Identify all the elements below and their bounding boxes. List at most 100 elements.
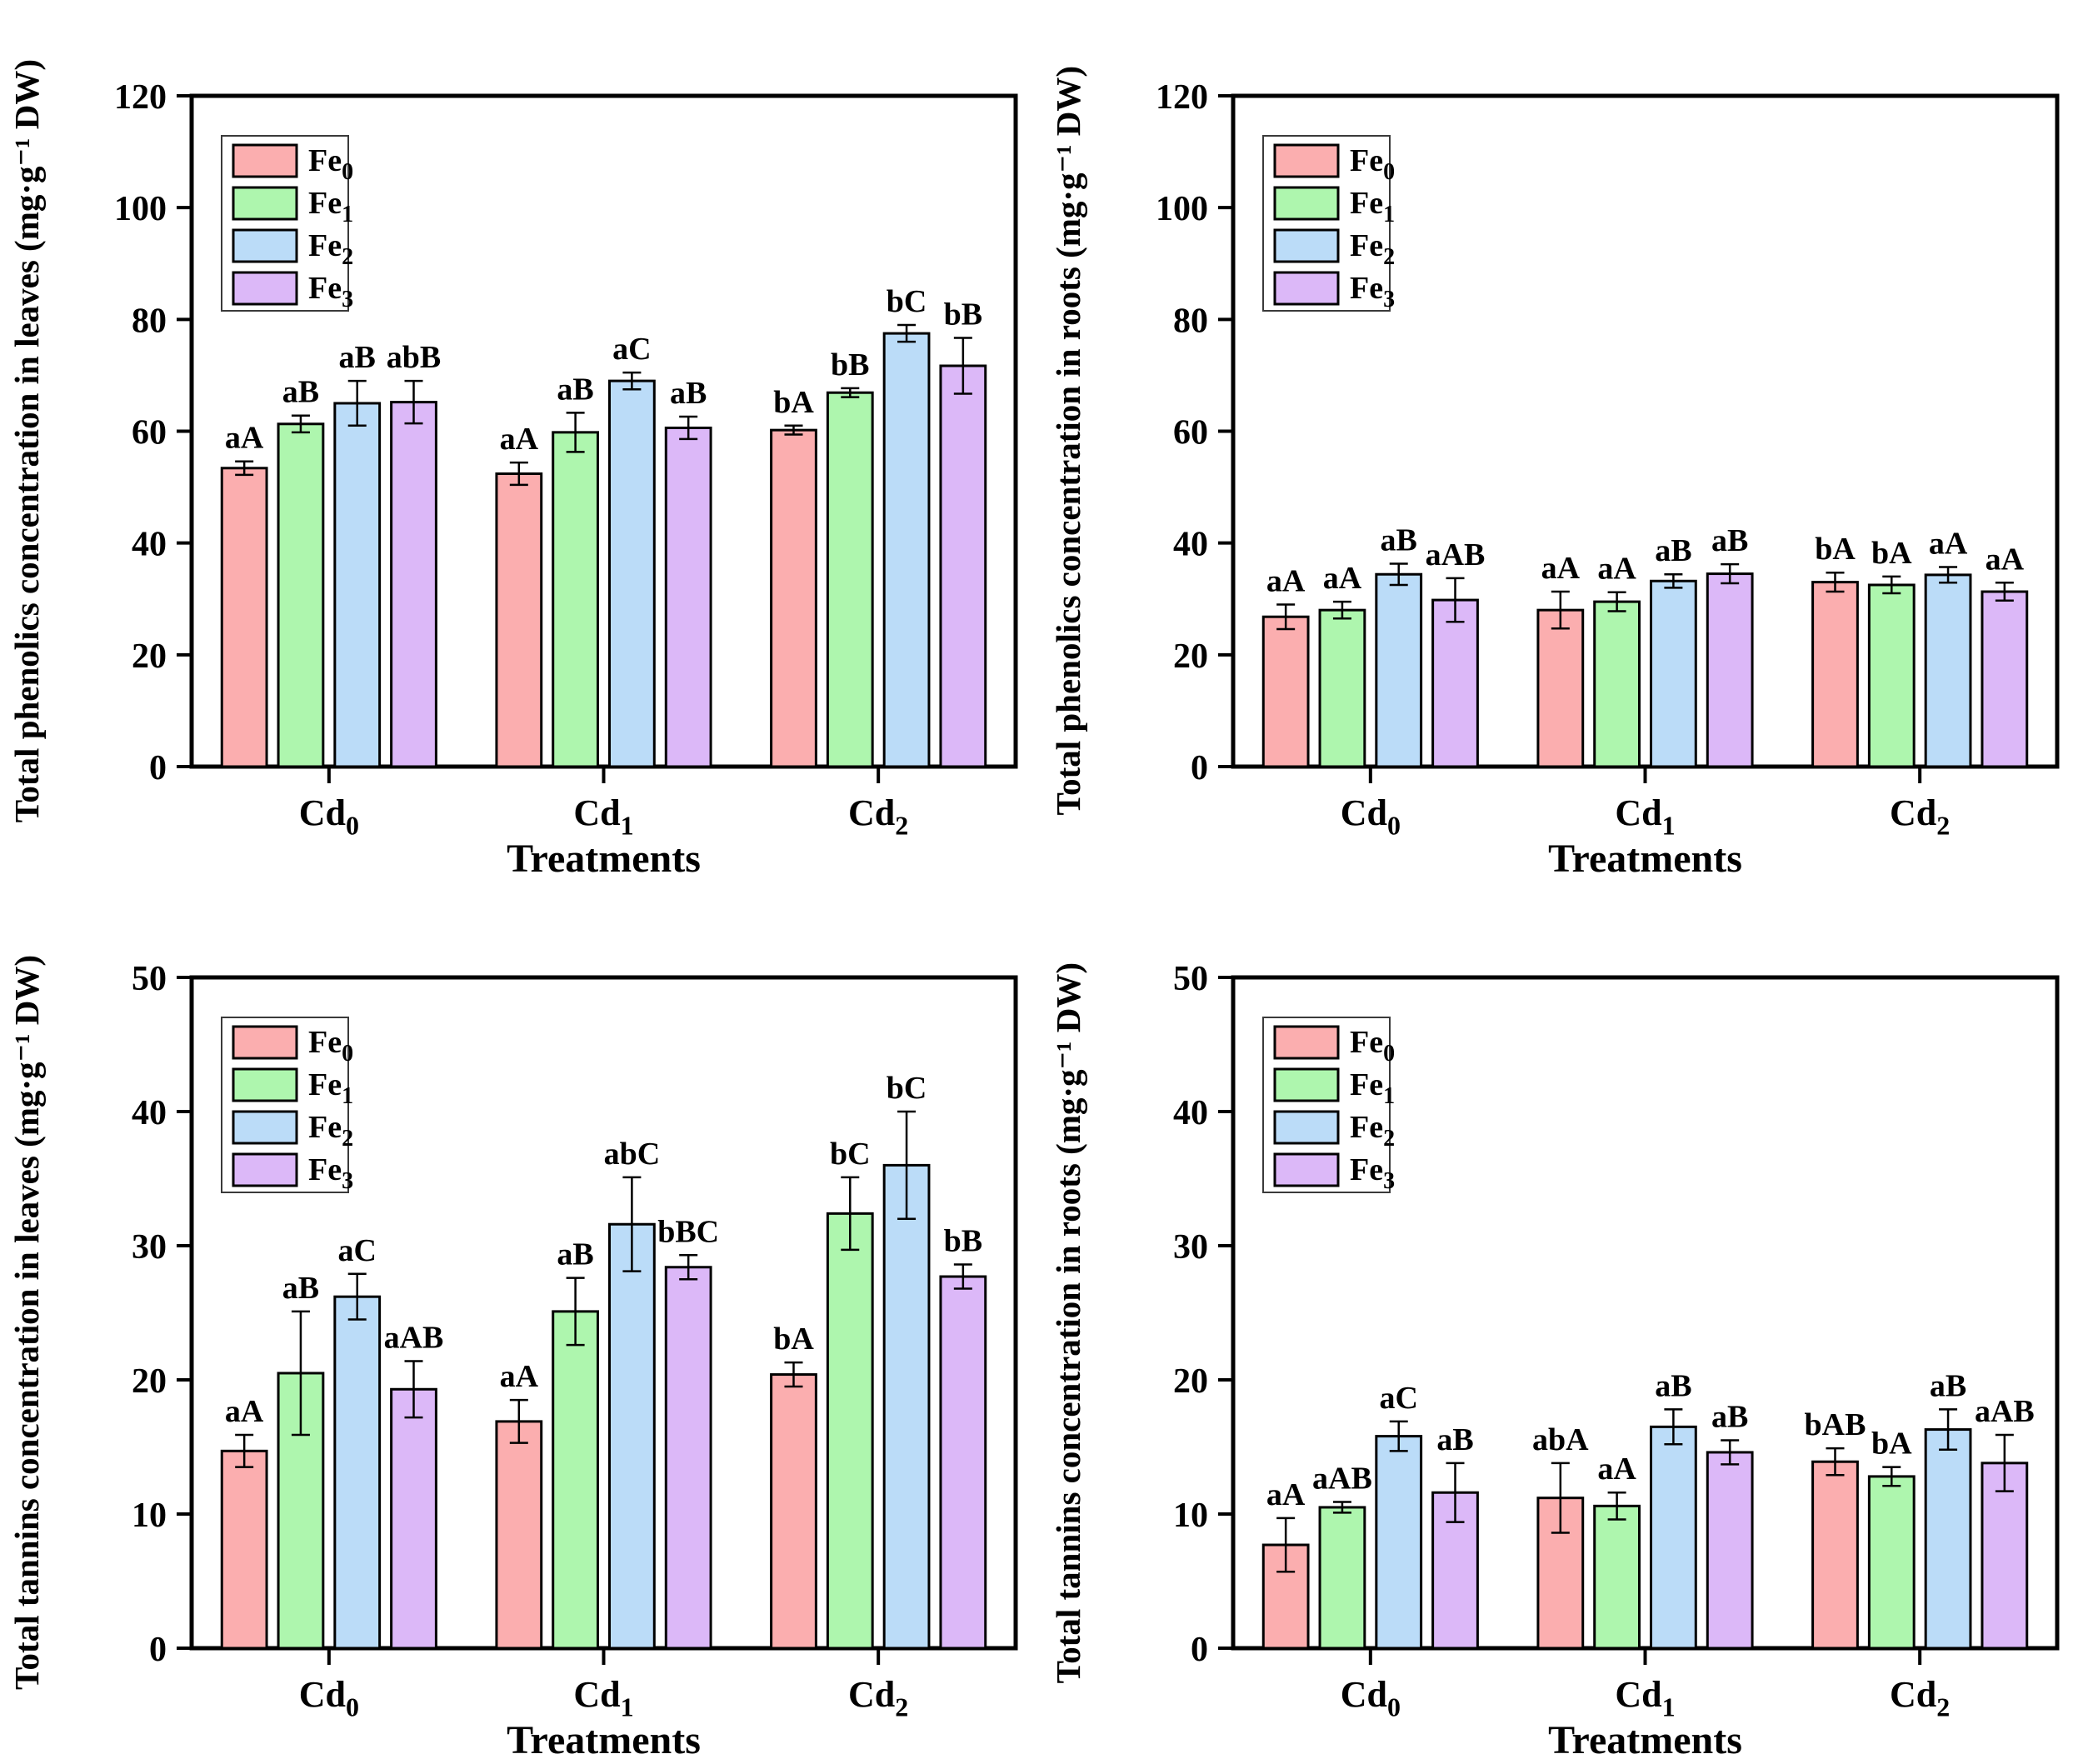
bar-Fe2-Cd1 (1650, 579, 1697, 768)
bar-Fe1-Cd2 (826, 1212, 874, 1650)
x-category-label: Cd1 (1615, 1674, 1675, 1722)
bar-Fe2-Cd0 (333, 1295, 382, 1650)
bar-Fe1-Cd1 (1593, 600, 1641, 768)
y-tick-label: 80 (1173, 302, 1208, 340)
bar-Fe1-Cd1 (1593, 1504, 1641, 1650)
chart-phenolics-leaves: 0 20 40 60 80 100 120 Cd0 Cd1 Cd2 aA aA bA aB aB bB aB aC… (114, 78, 1018, 881)
legend-label-Fe2: Fe2 (1350, 1110, 1395, 1152)
legend-swatch-Fe3 (1273, 271, 1340, 306)
significance-label: aA (1986, 542, 2025, 577)
y-axis-title-text: Total tannins concentration in leaves (m… (7, 955, 46, 1691)
bar-Fe2-Cd0 (1375, 572, 1423, 768)
bar-Fe1-Cd1 (552, 431, 600, 768)
y-tick-label: 100 (1156, 190, 1208, 228)
plot-area-phenolics-leaves: 0 20 40 60 80 100 120 Cd0 Cd1 Cd2 aA aA bA aB aB bB aB aC… (53, 0, 1042, 882)
y-tick-label: 0 (1191, 749, 1208, 787)
bar-Fe3-Cd2 (939, 364, 987, 768)
significance-label: aC (1379, 1381, 1417, 1416)
significance-label: abC (604, 1137, 661, 1172)
bar-Fe0-Cd1 (1536, 608, 1585, 768)
significance-label: aA (225, 421, 264, 456)
y-axis-title-tannins-roots: Total tannins concentration in roots (mg… (1042, 882, 1095, 1764)
plot-area-tannins-roots: 0 10 20 30 40 50 Cd0 Cd1 Cd2 aA abA bAB aAB aA bA aC aB a… (1095, 882, 2083, 1764)
significance-label: aA (500, 1359, 539, 1394)
x-category-label: Cd1 (573, 1674, 633, 1722)
significance-label: aB (1436, 1422, 1473, 1457)
bar-Fe1-Cd2 (1867, 1475, 1916, 1650)
significance-label: aA (1541, 551, 1581, 586)
significance-label: aAB (384, 1320, 444, 1355)
significance-label: bB (944, 297, 982, 332)
legend-swatch-Fe0 (1273, 143, 1340, 178)
x-category-label: Cd2 (848, 792, 908, 840)
significance-label: aAB (1975, 1394, 2035, 1429)
y-tick-label: 20 (132, 637, 167, 676)
y-tick-label: 80 (132, 302, 167, 340)
x-category-label: Cd0 (299, 792, 359, 840)
bar-Fe3-Cd2 (939, 1275, 987, 1650)
significance-label: aB (1930, 1368, 1966, 1403)
significance-label: aB (339, 340, 376, 375)
legend-swatch-Fe2 (232, 228, 298, 263)
bar-Fe2-Cd2 (882, 332, 931, 768)
significance-label: aA (1266, 563, 1306, 598)
legend-label-Fe3: Fe3 (308, 1152, 353, 1194)
legend-swatch-Fe3 (232, 271, 298, 306)
legend-label-Fe3: Fe3 (308, 271, 353, 312)
y-tick-label: 0 (149, 749, 167, 787)
x-axis-title: Treatments (507, 837, 701, 881)
significance-label: abB (387, 340, 441, 375)
panel-phenolics-roots: Total phenolics concentration in roots (… (1042, 0, 2083, 882)
x-axis-title: Treatments (1548, 837, 1742, 881)
significance-label: aB (1711, 1399, 1748, 1434)
legend-swatch-Fe0 (1273, 1025, 1340, 1060)
bar-Fe3-Cd2 (1981, 1462, 2029, 1650)
significance-label: bC (830, 1137, 871, 1172)
legend-label-Fe1: Fe1 (1350, 186, 1395, 227)
y-tick-label: 40 (132, 526, 167, 564)
y-axis-title-tannins-leaves: Total tannins concentration in leaves (m… (0, 882, 53, 1764)
y-tick-label: 20 (1173, 1362, 1208, 1401)
legend-swatch-Fe2 (1273, 1110, 1340, 1145)
bar-Fe1-Cd0 (1318, 1506, 1366, 1650)
significance-label: aAB (1312, 1462, 1372, 1497)
significance-label: aA (1929, 527, 1968, 562)
bar-Fe0-Cd2 (770, 428, 817, 768)
bar-Fe3-Cd1 (664, 426, 712, 768)
bar-Fe0-Cd0 (220, 1449, 268, 1650)
x-category-label: Cd2 (1890, 792, 1950, 840)
legend-swatch-Fe1 (1273, 1067, 1340, 1102)
bar-Fe0-Cd1 (495, 1420, 543, 1650)
y-tick-label: 120 (114, 78, 167, 117)
legend-label-Fe0: Fe0 (308, 1025, 353, 1067)
y-tick-label: 100 (114, 190, 167, 228)
x-category-label: Cd1 (573, 792, 633, 840)
y-axis-title-text: Total phenolics concentration in roots (… (1049, 66, 1087, 816)
y-axis-title-phenolics-roots: Total phenolics concentration in roots (… (1042, 0, 1095, 882)
y-axis-title-text: Total phenolics concentration in leaves … (7, 58, 46, 823)
significance-label: aA (1597, 552, 1636, 587)
y-tick-label: 50 (132, 960, 167, 998)
bar-Fe2-Cd2 (1924, 1428, 1972, 1650)
legend-label-Fe3: Fe3 (1350, 1152, 1395, 1194)
y-tick-label: 20 (132, 1362, 167, 1401)
bar-Fe3-Cd1 (664, 1266, 712, 1650)
bar-Fe1-Cd1 (552, 1310, 600, 1650)
bar-Fe3-Cd2 (1981, 590, 2029, 768)
bar-Fe2-Cd0 (333, 402, 382, 768)
significance-label: bB (944, 1224, 982, 1259)
y-tick-label: 30 (132, 1228, 167, 1267)
bar-Fe3-Cd0 (390, 401, 437, 768)
significance-label: aC (612, 332, 651, 367)
significance-label: aB (557, 1237, 593, 1272)
significance-label: bA (773, 385, 814, 420)
significance-label: aA (1597, 1452, 1636, 1487)
bar-Fe1-Cd2 (826, 391, 874, 768)
y-tick-label: 20 (1173, 637, 1208, 676)
significance-label: abA (1532, 1422, 1589, 1457)
